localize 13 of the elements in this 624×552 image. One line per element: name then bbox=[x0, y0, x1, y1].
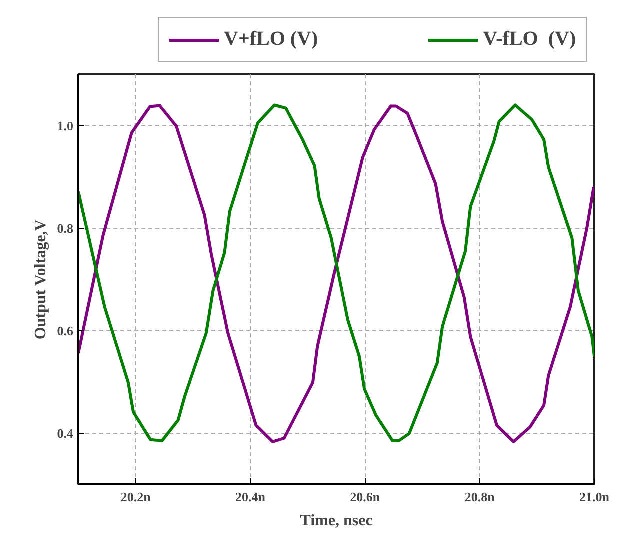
x-tick-label: 20.2n bbox=[120, 490, 152, 504]
legend-label: V+fLO (V) bbox=[224, 28, 318, 51]
x-tick-label: 20.8n bbox=[464, 490, 496, 504]
x-tick-label: 21.0n bbox=[580, 490, 610, 504]
legend-label: V-fLO (V) bbox=[483, 28, 576, 51]
y-tick-label: 0.4 bbox=[57, 426, 74, 441]
x-tick-label: 20.6n bbox=[350, 490, 381, 504]
x-tick-label: 20.4n bbox=[236, 490, 266, 504]
y-tick-label: 1.0 bbox=[57, 118, 74, 134]
y-tick-label: 0.6 bbox=[57, 323, 74, 338]
y-axis-title: Output Voltage,V bbox=[32, 219, 50, 340]
y-tick-label: 0.8 bbox=[57, 220, 74, 236]
x-axis-title: Time, nsec bbox=[300, 512, 373, 530]
